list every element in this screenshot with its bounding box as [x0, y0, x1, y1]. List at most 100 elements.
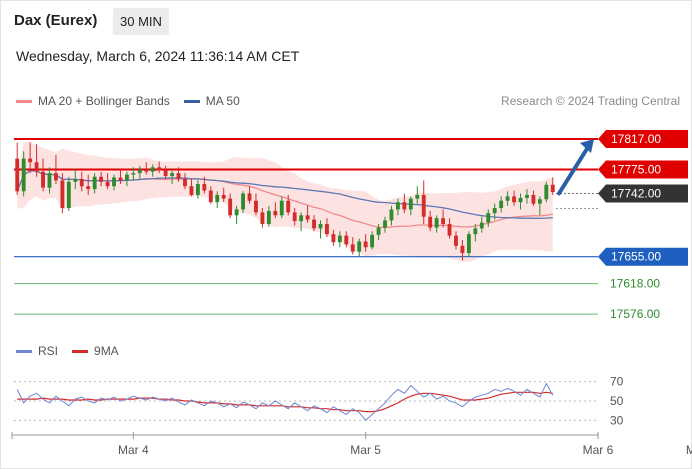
support-tag-bg [598, 247, 688, 266]
candle-body [279, 200, 284, 216]
candle [21, 151, 26, 197]
candle [79, 171, 84, 192]
candle [241, 191, 245, 214]
candle-body [525, 194, 529, 198]
candle [28, 142, 33, 174]
candle [357, 238, 362, 257]
rsi-tick-label: 50 [610, 394, 624, 408]
target-arrow-head [580, 138, 594, 153]
candle [170, 169, 175, 185]
instrument-title: Dax (Eurex) [14, 12, 98, 29]
price-tag-layer: 17817.00 17775.00 17742.00 17655.00 17618.00… [598, 129, 688, 321]
candle-body [137, 169, 142, 174]
candle-body [118, 177, 123, 181]
legend-9ma: 9MA [72, 344, 119, 358]
candle [376, 224, 381, 240]
rsi-legend: RSI 9MA [16, 344, 133, 358]
candle [254, 193, 258, 216]
ma20-swatch [16, 99, 32, 103]
candle-body [402, 202, 407, 210]
candle-body [383, 220, 387, 228]
candle-body [370, 234, 375, 248]
candle-body [486, 213, 491, 223]
legend-ma20-label: MA 20 + Bollinger Bands [38, 94, 170, 108]
legend-ma20: MA 20 + Bollinger Bands [16, 94, 170, 108]
moving-average-layer [16, 170, 553, 229]
candle [531, 190, 536, 206]
timeframe-button[interactable]: 30 MIN [113, 8, 169, 35]
candle [331, 229, 336, 246]
candle [389, 205, 394, 226]
candle-body [376, 227, 381, 235]
resistance-tag-bg [598, 129, 688, 148]
candle-body [292, 212, 297, 222]
candle [189, 178, 194, 197]
current-price-tag: 17742.00 [598, 184, 688, 203]
candle-body [99, 176, 104, 182]
candle [363, 234, 368, 252]
x-tick-label: Mar 7 [686, 443, 692, 457]
candle-body [150, 167, 155, 172]
candle-body [189, 186, 194, 195]
candle [466, 231, 471, 257]
candle-body [157, 167, 162, 171]
candle [408, 196, 413, 216]
candle-body [47, 173, 52, 188]
resistance-tag: 17775.00 [598, 160, 688, 179]
candle [318, 220, 323, 239]
candle [550, 177, 555, 195]
candle-body [28, 158, 33, 163]
candle-body [544, 184, 549, 200]
candle [41, 158, 45, 192]
current-price-tag-label: 17742.00 [611, 186, 661, 200]
chart-credit: Research © 2024 Trading Central [501, 94, 680, 108]
candle [544, 181, 549, 203]
legend-rsi-label: RSI [38, 344, 59, 358]
legend-9ma-label: 9MA [94, 344, 119, 358]
candle [492, 203, 497, 220]
legend-rsi: RSI [16, 344, 58, 358]
candle-body [92, 176, 97, 190]
candle-body [325, 224, 329, 235]
candle [144, 162, 149, 175]
candle-body [299, 215, 304, 222]
candle-body [286, 200, 291, 213]
candle [415, 186, 420, 204]
candle [221, 187, 226, 203]
candle-body [428, 216, 433, 228]
candle [66, 176, 71, 211]
candle [202, 176, 207, 194]
candle [54, 154, 58, 185]
candle [344, 231, 349, 248]
candle [247, 186, 252, 204]
candle [305, 205, 310, 223]
candle [505, 191, 510, 206]
candle-body [170, 173, 175, 177]
candle-body [512, 196, 516, 203]
candle [312, 215, 316, 232]
candle [163, 165, 168, 179]
candle [215, 191, 220, 209]
ma50-line [16, 170, 553, 220]
candle [60, 173, 65, 214]
bollinger-band [17, 141, 553, 262]
candle-body [124, 174, 129, 181]
candle-body [105, 181, 110, 187]
candle [266, 205, 271, 227]
candle [292, 208, 297, 226]
candle-body [395, 202, 400, 210]
support-tag: 17655.00 [598, 247, 688, 266]
candle [512, 190, 516, 206]
rsi-swatch [16, 349, 32, 353]
target-arrow-shaft [557, 141, 592, 196]
candle [286, 194, 291, 216]
candle [131, 167, 136, 181]
candle-body [228, 198, 233, 216]
price-legend: MA 20 + Bollinger Bands MA 50 [16, 94, 254, 108]
candle-body [163, 170, 168, 177]
candle [479, 216, 484, 233]
candle-body [331, 234, 336, 243]
candle [447, 218, 452, 239]
candle-body [408, 198, 413, 210]
